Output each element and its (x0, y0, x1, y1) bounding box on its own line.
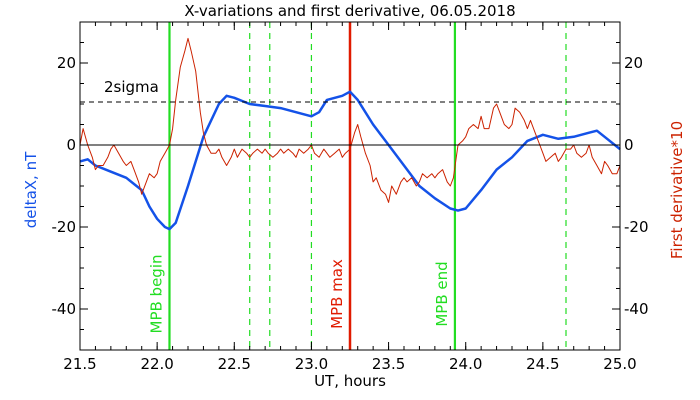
x-axis-label: UT, hours (314, 372, 386, 390)
derivative-series-line (79, 37, 621, 203)
x-tick-label: 25.0 (603, 355, 636, 373)
deltax-series-line (79, 90, 621, 231)
x-tick-label: 21.5 (63, 355, 96, 373)
y-axis-label-right: First derivative*10 (668, 121, 686, 259)
y-tick-label-left: 0 (66, 136, 76, 154)
marker-layer: MPB begin MPB max MPB end (147, 22, 567, 350)
y-tick-label-right: -40 (624, 300, 649, 318)
x-tick-label: 24.5 (526, 355, 559, 373)
series-layer (79, 37, 621, 231)
y-tick-label-left: -20 (52, 218, 77, 236)
chart-title: X-variations and first derivative, 06.05… (184, 2, 515, 20)
x-tick-label: 22.0 (140, 355, 173, 373)
y-tick-label-right: 0 (624, 136, 634, 154)
x-tick-label: 23.0 (295, 355, 328, 373)
x-tick-label: 22.5 (218, 355, 251, 373)
event-marker-label: MPB max (328, 259, 346, 329)
y-tick-label-left: 20 (57, 54, 76, 72)
y-tick-label-right: -20 (624, 218, 649, 236)
y-axis-label-left: deltaX, nT (22, 151, 40, 228)
x-tick-label: 24.0 (449, 355, 482, 373)
event-marker-label: MPB begin (147, 255, 165, 334)
sigma-label: 2sigma (104, 78, 159, 96)
x-tick-label: 23.5 (372, 355, 405, 373)
y-tick-label-left: -40 (52, 300, 77, 318)
y-tick-label-right: 20 (624, 54, 643, 72)
overlay-layer (80, 101, 620, 146)
event-marker-label: MPB end (433, 261, 451, 326)
axis-layer: 21.5 22.0 22.5 23.0 23.5 24.0 24.5 25.0 -40 -40 -2… (52, 21, 649, 373)
